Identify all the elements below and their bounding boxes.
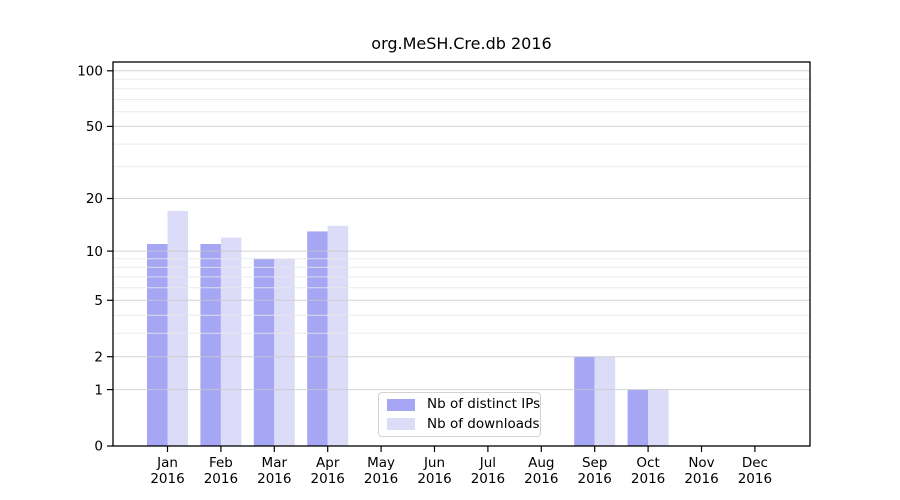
x-tick-label-month: Sep [582, 455, 607, 471]
legend: Nb of distinct IPs Nb of downloads [378, 392, 541, 437]
x-tick-label-month: Apr [316, 455, 340, 471]
legend-swatch-downloads [387, 418, 415, 431]
bar [307, 231, 328, 446]
x-tick-label-month: Jun [423, 455, 445, 471]
x-tick-label-year: 2016 [631, 471, 665, 487]
y-tick-label: 20 [86, 191, 103, 207]
x-tick-label-month: Oct [636, 455, 659, 471]
x-tick-label-year: 2016 [311, 471, 345, 487]
x-tick-label-year: 2016 [524, 471, 558, 487]
x-tick-label-month: Mar [262, 455, 288, 471]
legend-swatch-distinct-ips [387, 398, 415, 411]
bar [147, 244, 168, 446]
bar [327, 225, 349, 446]
x-tick-label-year: 2016 [738, 471, 772, 487]
x-tick-label-year: 2016 [417, 471, 451, 487]
x-tick-label-year: 2016 [257, 471, 291, 487]
bar [594, 356, 616, 446]
y-tick-label: 100 [77, 64, 103, 80]
x-tick-label-month: Nov [688, 455, 714, 471]
plot-spines [112, 61, 811, 447]
bar [220, 237, 242, 446]
legend-label-distinct-ips: Nb of distinct IPs [427, 396, 541, 412]
legend-label-downloads: Nb of downloads [427, 415, 540, 432]
x-tick-label-month: Dec [742, 455, 768, 471]
x-tick-label-year: 2016 [471, 471, 505, 487]
bar [274, 258, 295, 446]
major-gridlines [113, 70, 810, 391]
bar [574, 356, 595, 446]
x-tick-label-year: 2016 [684, 471, 718, 487]
legend-item-distinct-ips: Nb of distinct IPs [387, 397, 540, 412]
y-tick-label: 1 [94, 382, 103, 398]
bar [648, 389, 669, 446]
bar [627, 389, 649, 446]
y-tick-label: 5 [94, 293, 103, 309]
bar [200, 244, 221, 446]
y-tick-label: 10 [86, 244, 103, 260]
x-tick-label-year: 2016 [204, 471, 238, 487]
x-axis: Jan2016Feb2016Mar2016Apr2016May2016Jun20… [150, 446, 772, 487]
bar-series-0 [147, 231, 649, 446]
y-tick-label: 2 [94, 349, 103, 365]
chart-title: org.MeSH.Cre.db 2016 [371, 34, 552, 53]
bar [253, 258, 275, 446]
x-tick-label-month: Jan [156, 455, 178, 471]
minor-gridlines [113, 78, 810, 334]
x-tick-label-month: Jul [479, 455, 496, 471]
x-tick-label-year: 2016 [364, 471, 398, 487]
x-tick-label-year: 2016 [578, 471, 612, 487]
bar [167, 211, 188, 446]
x-tick-label-year: 2016 [150, 471, 184, 487]
legend-item-downloads: Nb of downloads [387, 417, 540, 432]
y-tick-label: 50 [86, 119, 103, 135]
x-tick-label-month: Aug [528, 455, 554, 471]
y-tick-label: 0 [94, 439, 103, 455]
y-axis: 0 1 2 5 10 20 50 100 [77, 64, 113, 455]
bar-series-1 [167, 211, 669, 446]
x-tick-label-month: May [367, 455, 395, 471]
x-tick-label-month: Feb [209, 455, 233, 471]
